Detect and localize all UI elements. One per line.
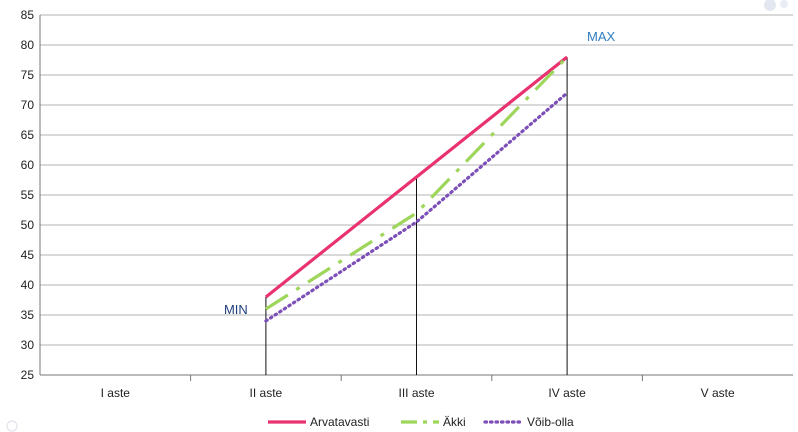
legend-label: Võib-olla	[527, 415, 574, 429]
x-tick-label: V aste	[701, 386, 735, 400]
drop-lines	[265, 57, 568, 375]
series-line	[265, 55, 569, 311]
x-tick-label: I aste	[101, 386, 131, 400]
axes: 25 30 35 40 45 50 55 60 65 70 75 80 85 I aste II aste I…	[21, 8, 793, 400]
annotation-label: MAX	[587, 29, 616, 44]
legend: Arvatavasti Äkki Võib-olla	[268, 415, 574, 429]
series-line	[264, 91, 569, 323]
series-line	[264, 55, 569, 299]
y-tick-label: 60	[21, 158, 35, 172]
y-tick-label: 65	[21, 128, 35, 142]
y-tick-label: 45	[21, 248, 35, 262]
series-lines	[264, 55, 569, 323]
y-tick-label: 30	[21, 338, 35, 352]
annotations: MIN MAX	[224, 29, 616, 317]
corner-ring-icon	[6, 420, 18, 432]
y-tick-label: 55	[21, 188, 35, 202]
annotation-label: MIN	[224, 302, 248, 317]
corner-dot-icon	[764, 0, 776, 11]
y-tick-label: 50	[21, 218, 35, 232]
y-tick-label: 40	[21, 278, 35, 292]
x-tick-label: III aste	[398, 386, 434, 400]
x-tick-label: II aste	[250, 386, 283, 400]
y-tick-label: 80	[21, 38, 35, 52]
corner-dot-icon	[780, 0, 788, 8]
y-tick-label: 35	[21, 308, 35, 322]
decorations	[6, 0, 788, 432]
y-tick-label: 25	[21, 368, 35, 382]
x-tick-label: IV aste	[548, 386, 586, 400]
y-tick-label: 75	[21, 68, 35, 82]
y-tick-label: 70	[21, 98, 35, 112]
y-tick-label: 85	[21, 8, 35, 22]
legend-label: Arvatavasti	[310, 415, 369, 429]
legend-label: Äkki	[443, 415, 466, 429]
